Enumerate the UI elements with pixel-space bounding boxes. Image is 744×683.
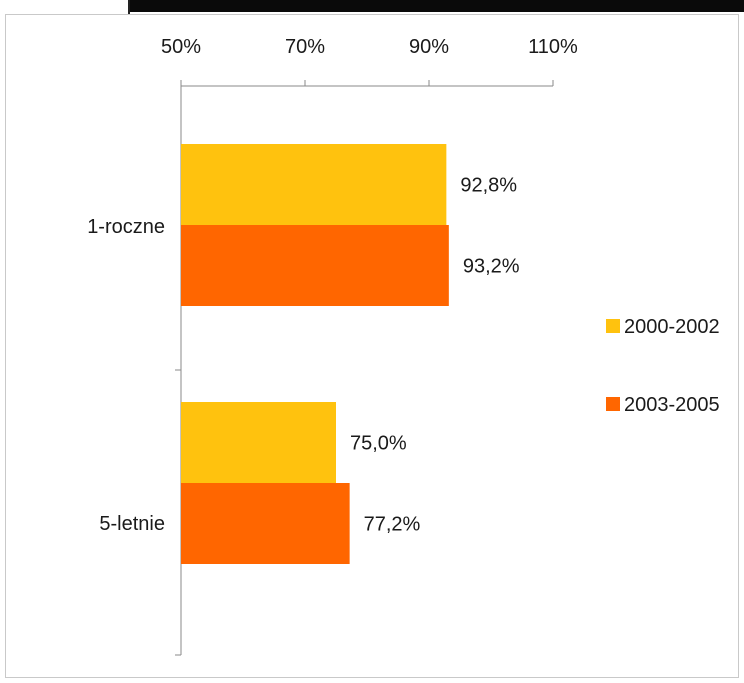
legend-swatch: [606, 397, 620, 411]
chart-frame: [5, 14, 739, 678]
x-tick-label: 70%: [285, 36, 325, 58]
data-label: 75,0%: [350, 433, 407, 455]
bar: [181, 483, 350, 564]
bar: [181, 144, 447, 225]
top-bar-left: [0, 0, 130, 14]
x-tick-label: 110%: [528, 36, 578, 58]
x-tick-label: 50%: [161, 36, 201, 58]
data-label: 93,2%: [463, 256, 520, 278]
legend-label: 2000-2002: [624, 316, 720, 338]
legend-swatch: [606, 319, 620, 333]
bar: [181, 225, 449, 306]
x-tick-label: 90%: [409, 36, 449, 58]
category-label: 1-roczne: [87, 216, 165, 238]
bar: [181, 402, 336, 483]
top-bar-dark: [130, 0, 744, 12]
category-label: 5-letnie: [99, 513, 165, 535]
data-label: 77,2%: [364, 514, 421, 536]
legend-label: 2003-2005: [624, 394, 720, 416]
data-label: 92,8%: [460, 175, 517, 197]
top-bar: [0, 0, 744, 14]
